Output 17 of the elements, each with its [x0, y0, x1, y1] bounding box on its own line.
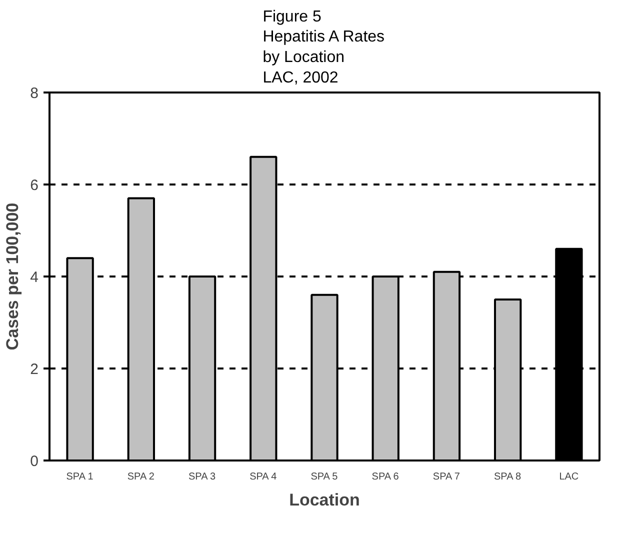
x-tick-label: SPA 4	[250, 472, 278, 482]
x-axis-title: Location	[289, 490, 360, 510]
y-tick-label: 2	[30, 361, 38, 378]
x-tick-label: SPA 7	[432, 472, 460, 482]
chart-title: Figure 5 Hepatitis A Rates by Location LAC, 2002	[262, 8, 385, 86]
y-axis-title: Cases per 100,000	[3, 202, 22, 350]
y-tick-label: 8	[30, 85, 38, 102]
x-tick-label: SPA 8	[494, 472, 522, 482]
x-tick-label: SPA 5	[310, 472, 338, 482]
y-tick-label: 0	[30, 453, 38, 470]
y-tick-label: 4	[30, 269, 38, 286]
x-tick-label: SPA 6	[372, 472, 400, 482]
x-tick-label: SPA 1	[66, 472, 94, 482]
y-tick-label: 6	[30, 177, 38, 194]
x-tick-label: SPA 2	[127, 472, 155, 482]
x-tick-label: LAC	[559, 472, 579, 482]
x-tick-label: SPA 3	[188, 472, 216, 482]
